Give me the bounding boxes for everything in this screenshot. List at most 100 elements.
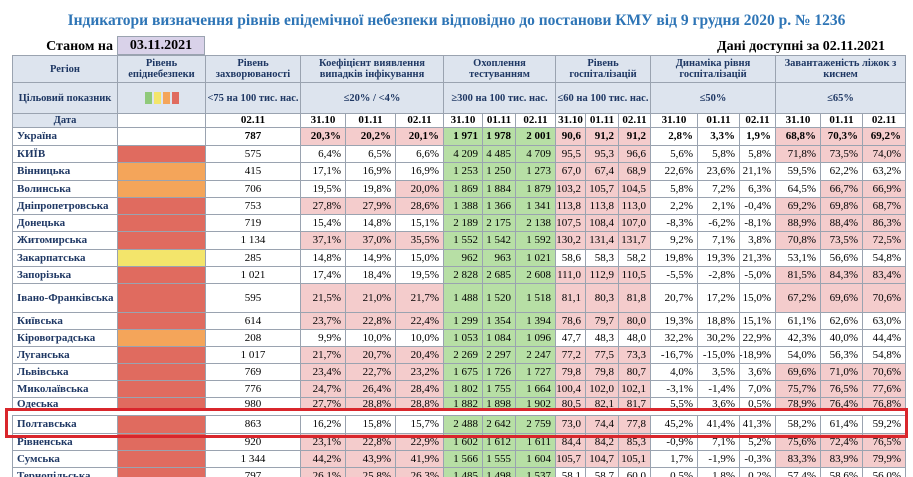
- indicator-value: 96,6: [618, 145, 651, 163]
- status-date: 03.11.2021: [117, 36, 205, 55]
- indicator-value: 14,9%: [345, 249, 396, 267]
- indicator-value: 21,1%: [739, 162, 776, 181]
- indicator-value: 77,2: [555, 346, 586, 364]
- incidence: 753: [205, 197, 301, 215]
- indicator-value: 71,0%: [820, 363, 863, 381]
- indicator-value: 90,6: [555, 127, 586, 146]
- indicator-value: 4 709: [515, 145, 556, 163]
- indicator-value: 0,5%: [650, 467, 698, 477]
- indicator-value: 1 542: [482, 231, 516, 250]
- indicator-value: 75,7%: [775, 380, 821, 398]
- legend-swatch: [144, 92, 152, 104]
- indicator-value: 1 021: [515, 249, 556, 267]
- indicator-value: 6,5%: [345, 145, 396, 163]
- indicator-value: 21,3%: [739, 249, 776, 267]
- indicator-value: 23,6%: [697, 162, 740, 181]
- indicator-value: 2 001: [515, 127, 556, 146]
- region-name: Львівська: [12, 363, 118, 381]
- indicator-value: 56,0%: [862, 467, 906, 477]
- indicator-value: 962: [443, 249, 483, 267]
- level-cell: [117, 266, 206, 284]
- region-name: Вінницька: [12, 162, 118, 181]
- indicator-value: 64,5%: [775, 180, 821, 198]
- indicator-value: 1 675: [443, 363, 483, 381]
- indicator-value: 963: [482, 249, 516, 267]
- region-name: КИЇВ: [12, 145, 118, 163]
- level-cell: [117, 467, 206, 477]
- available-date: Дані доступні за 02.11.2021: [717, 39, 885, 54]
- indicator-value: 54,0%: [775, 346, 821, 364]
- column-header: Коефіцієнт виявлення випадків інфікуванн…: [300, 55, 444, 83]
- indicator-value: 1 250: [482, 162, 516, 181]
- indicator-value: 69,2%: [775, 197, 821, 215]
- incidence: 769: [205, 363, 301, 381]
- indicator-value: 21,0%: [345, 283, 396, 313]
- indicator-value: 81,8: [618, 283, 651, 313]
- indicator-value: -16,7%: [650, 346, 698, 364]
- indicator-value: 80,0: [618, 312, 651, 330]
- indicator-value: 17,2%: [697, 283, 740, 313]
- indicator-value: 1 485: [443, 467, 483, 477]
- indicator-value: 6,6%: [395, 145, 444, 163]
- indicator-value: 1 592: [515, 231, 556, 250]
- legend-swatch: [162, 92, 170, 104]
- indicator-value: -8,3%: [650, 214, 698, 232]
- date-cell: 02.11: [205, 113, 301, 128]
- region-name: Кіровоградська: [12, 329, 118, 347]
- indicator-value: 81,1: [555, 283, 586, 313]
- incidence: 1 017: [205, 346, 301, 364]
- date-cell: 31.10: [555, 113, 586, 128]
- indicator-value: 63,0%: [862, 312, 906, 330]
- indicator-value: 1,7%: [650, 450, 698, 468]
- indicator-value: 68,7%: [862, 197, 906, 215]
- incidence: 719: [205, 214, 301, 232]
- date-cell: 01.11: [482, 113, 516, 128]
- indicator-value: 88,9%: [775, 214, 821, 232]
- indicator-value: 22,7%: [345, 363, 396, 381]
- indicator-value: 112,9: [585, 266, 619, 284]
- indicator-value: 22,9%: [739, 329, 776, 347]
- indicator-value: 1 604: [515, 450, 556, 468]
- indicator-value: 2 297: [482, 346, 516, 364]
- column-header: Регіон: [12, 55, 118, 83]
- indicator-value: 5,8%: [739, 145, 776, 163]
- indicator-value: 19,5%: [300, 180, 346, 198]
- indicator-value: 71,8%: [775, 145, 821, 163]
- indicator-value: 15,1%: [739, 312, 776, 330]
- incidence: 776: [205, 380, 301, 398]
- date-cell: 02.11: [395, 113, 444, 128]
- indicator-value: 22,4%: [395, 312, 444, 330]
- indicator-value: 58,2: [618, 249, 651, 267]
- indicator-value: 80,7: [618, 363, 651, 381]
- indicator-value: 79,8: [555, 363, 586, 381]
- level-cell: [117, 162, 206, 181]
- column-header: Рівень госпіталізацій: [555, 55, 651, 83]
- indicator-value: 81,5%: [775, 266, 821, 284]
- indicator-value: -2,8%: [697, 266, 740, 284]
- indicator-value: 44,4%: [862, 329, 906, 347]
- indicator-value: 58,7: [585, 467, 619, 477]
- indicator-value: -3,1%: [650, 380, 698, 398]
- indicator-value: 59,5%: [775, 162, 821, 181]
- indicator-value: 1 537: [515, 467, 556, 477]
- indicator-value: 20,4%: [395, 346, 444, 364]
- indicator-value: -6,2%: [697, 214, 740, 232]
- indicator-value: -5,5%: [650, 266, 698, 284]
- date-cell: 02.11: [739, 113, 776, 128]
- target-value: ≤65%: [775, 82, 906, 114]
- indicator-value: 3,5%: [697, 363, 740, 381]
- region-name: Волинська: [12, 180, 118, 198]
- indicator-value: 62,2%: [820, 162, 863, 181]
- level-cell: [117, 346, 206, 364]
- indicator-value: 20,7%: [345, 346, 396, 364]
- indicator-value: 113,0: [618, 197, 651, 215]
- indicator-value: 1 869: [443, 180, 483, 198]
- indicator-value: 20,1%: [395, 127, 444, 146]
- region-name: Івано-Франківська: [12, 283, 118, 313]
- incidence: 614: [205, 312, 301, 330]
- indicator-value: 67,2%: [775, 283, 821, 313]
- indicator-value: 1 727: [515, 363, 556, 381]
- indicator-value: 104,7: [585, 450, 619, 468]
- indicator-value: 28,4%: [395, 380, 444, 398]
